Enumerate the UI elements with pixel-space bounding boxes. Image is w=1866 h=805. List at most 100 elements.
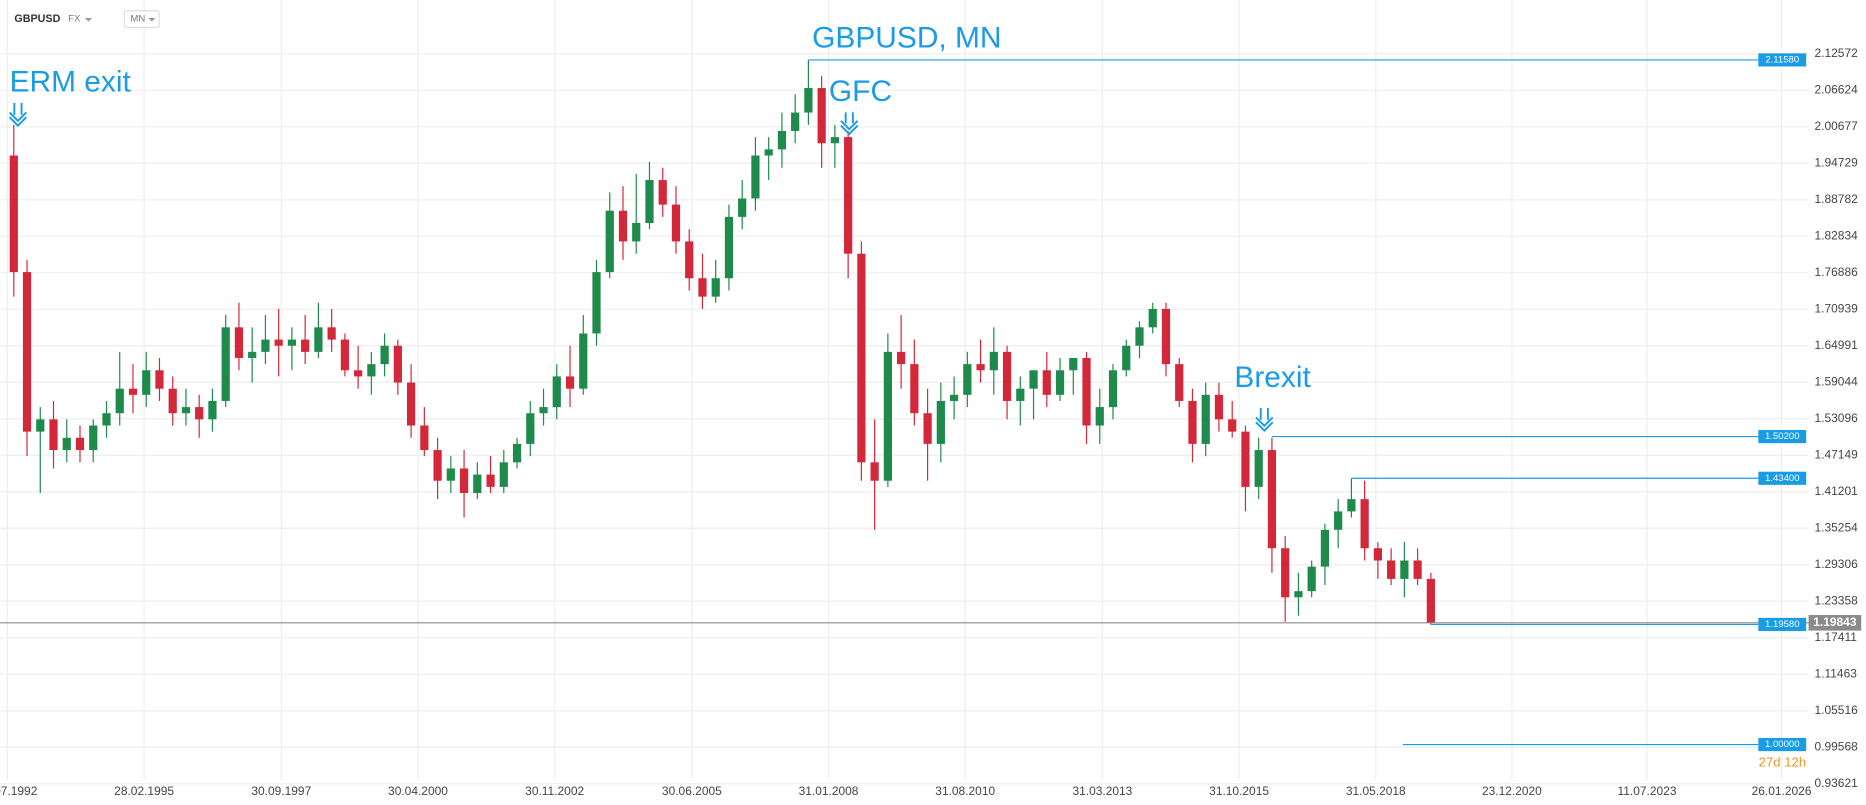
- y-tick-label: 1.29306: [1815, 557, 1859, 571]
- level-label: 1.50200: [1765, 431, 1800, 442]
- interval[interactable]: MN: [130, 14, 145, 25]
- candle-body: [724, 216, 734, 279]
- candle-body: [234, 327, 244, 359]
- candle-body: [1016, 388, 1025, 401]
- candle-body: [301, 339, 310, 352]
- grid: [0, 0, 1809, 785]
- candle-body: [711, 278, 720, 297]
- candle-body: [406, 382, 416, 426]
- candle-body: [989, 351, 998, 371]
- candle-body: [287, 339, 297, 346]
- candle-body: [420, 425, 429, 451]
- candle-body: [804, 88, 813, 113]
- candle-body: [883, 351, 892, 481]
- level-label: 1.43400: [1765, 473, 1800, 484]
- x-tick-label: 30.06.2005: [662, 784, 722, 798]
- level-box: [1758, 53, 1807, 67]
- interval-box[interactable]: [123, 10, 160, 29]
- candle-body: [857, 253, 866, 463]
- candle-body: [552, 376, 561, 408]
- candle-body: [764, 149, 773, 156]
- x-tick-label: 31.03.2013: [1073, 784, 1133, 798]
- candle-body: [1320, 529, 1330, 567]
- symbol[interactable]: GBPUSD: [14, 13, 60, 25]
- candle-body: [870, 462, 879, 481]
- y-tick-label: 2.00677: [1815, 119, 1859, 133]
- arrow: [8, 102, 28, 127]
- candle-body: [195, 407, 204, 420]
- candle-body: [1360, 499, 1369, 549]
- candle-body: [1082, 358, 1091, 426]
- y-tick-label: 1.23358: [1815, 593, 1859, 607]
- candle-body: [565, 376, 575, 389]
- candle-body: [393, 345, 402, 383]
- candle-body: [433, 450, 442, 481]
- candle-body: [1122, 345, 1131, 371]
- candle-body: [327, 327, 336, 340]
- arrows: [8, 102, 1274, 432]
- candle-body: [380, 345, 389, 365]
- candle-body: [579, 333, 588, 389]
- dropdown-icon: [84, 17, 93, 22]
- candle-body: [738, 198, 747, 217]
- candle-body: [539, 407, 548, 414]
- candle-body: [1267, 450, 1277, 549]
- candle-body: [1175, 364, 1184, 401]
- candle-body: [1002, 351, 1012, 401]
- candle-body: [1095, 407, 1104, 426]
- candle-body: [446, 468, 455, 481]
- candle-body: [459, 468, 469, 493]
- candle-body: [89, 425, 98, 451]
- candle-body: [261, 339, 270, 352]
- candle-body: [658, 180, 667, 205]
- candle-body: [115, 388, 124, 414]
- y-tick-label: 1.17411: [1815, 630, 1858, 644]
- countdown: 27d 12h: [1759, 755, 1807, 770]
- y-tick-label: 1.53096: [1815, 411, 1859, 425]
- annotation: Brexit: [1234, 361, 1311, 394]
- y-tick-label: 1.11463: [1815, 666, 1858, 680]
- candle-body: [1214, 394, 1224, 420]
- dropdown-icon: [148, 17, 156, 22]
- candle-body: [1029, 370, 1038, 389]
- annotation: ERM exit: [10, 66, 132, 99]
- candle-body: [1413, 560, 1422, 579]
- candle-body: [777, 130, 787, 150]
- x-tick-label: 31.10.2015: [1209, 784, 1269, 798]
- candle-body: [526, 413, 535, 444]
- level-label: 1.00000: [1765, 739, 1800, 750]
- market[interactable]: FX: [68, 14, 81, 25]
- candle-body: [605, 210, 614, 273]
- x-tick-label: 30.09.1997: [251, 784, 311, 798]
- candle-body: [248, 351, 257, 359]
- y-tick-label: 1.41201: [1815, 484, 1859, 498]
- x-tick-label: 31.07.1992: [0, 784, 38, 798]
- candle-body: [897, 351, 906, 365]
- candle-body: [1334, 511, 1343, 530]
- candle-body: [1387, 560, 1396, 579]
- level-box: [1758, 429, 1807, 444]
- y-tick-label: 2.06624: [1815, 82, 1859, 96]
- candle-body: [314, 327, 323, 352]
- candle-body: [910, 364, 919, 414]
- y-tick-label: 1.82834: [1815, 228, 1859, 242]
- candle-body: [844, 137, 853, 254]
- candle-body: [221, 327, 230, 401]
- candle-body: [168, 388, 177, 414]
- candle-body: [1188, 400, 1197, 444]
- annotation: GFC: [829, 75, 892, 108]
- y-tick-label: 0.93621: [1815, 776, 1859, 790]
- y-tick-label: 2.12572: [1815, 46, 1859, 60]
- candle-body: [62, 437, 71, 451]
- candle-body: [367, 364, 376, 377]
- candle-body: [1228, 419, 1237, 432]
- candle-body: [1426, 578, 1435, 623]
- candle-body: [340, 339, 349, 371]
- candle-body: [1254, 450, 1263, 487]
- candle-body: [1042, 370, 1051, 395]
- candle-body: [1108, 370, 1118, 408]
- level-box: [1758, 471, 1807, 485]
- candle-body: [1069, 358, 1078, 371]
- candle-body: [128, 388, 138, 395]
